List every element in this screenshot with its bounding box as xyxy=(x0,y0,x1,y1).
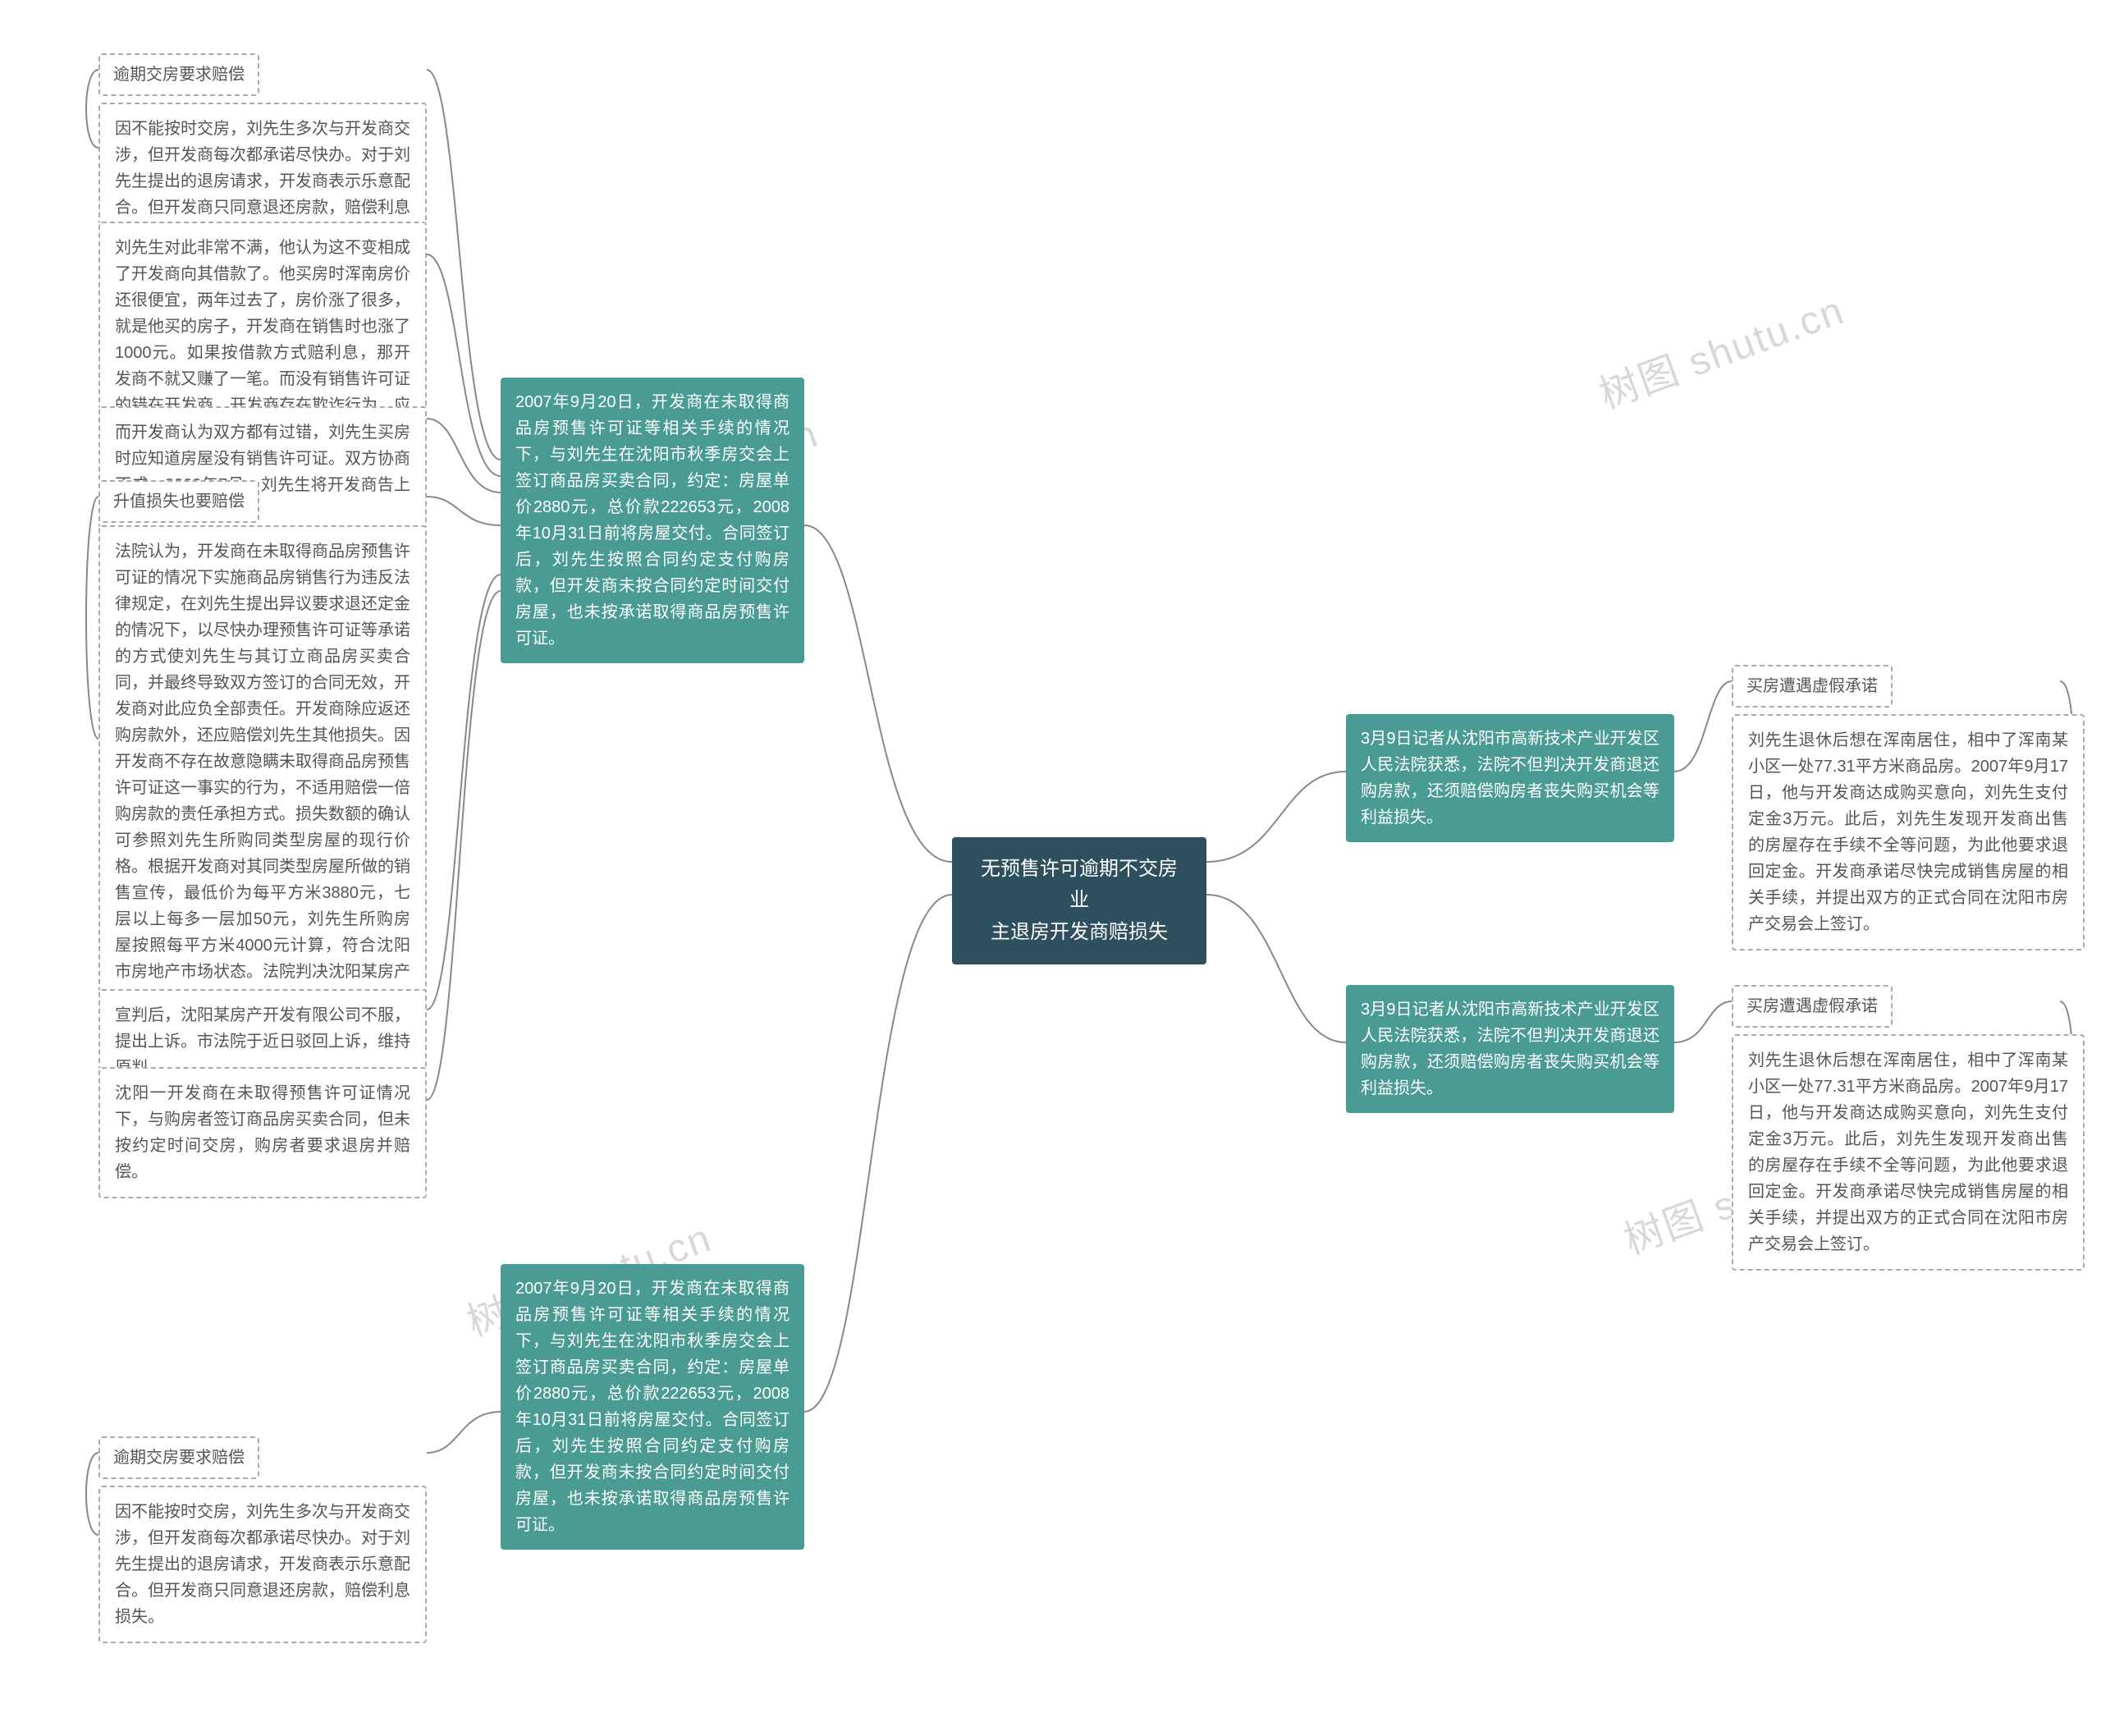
leaf-title-r2: 买房遭遇虚假承诺 xyxy=(1732,985,1893,1028)
branch-left-1: 2007年9月20日，开发商在未取得商品房预售许可证等相关手续的情况下，与刘先生… xyxy=(501,378,804,663)
leaf-body-l1-3: 法院认为，开发商在未取得商品房预售许可证的情况下实施商品房销售行为违反法律规定，… xyxy=(98,525,427,1051)
leaf-body-l2-0: 因不能按时交房，刘先生多次与开发商交涉，但开发商每次都承诺尽快办。对于刘先生提出… xyxy=(98,1486,427,1643)
branch-right-1: 3月9日记者从沈阳市高新技术产业开发区人民法院获悉，法院不但判决开发商退还购房款… xyxy=(1346,714,1674,842)
root-line1: 无预售许可逾期不交房 业 xyxy=(972,854,1187,917)
mindmap-root: 无预售许可逾期不交房 业 主退房开发商赔损失 xyxy=(952,837,1206,964)
leaf-body-l1-5: 沈阳一开发商在未取得预售许可证情况下，与购房者签订商品房买卖合同，但未按约定时间… xyxy=(98,1067,427,1198)
leaf-body-r2: 刘先生退休后想在浑南居住，相中了浑南某小区一处77.31平方米商品房。2007年… xyxy=(1732,1034,2085,1271)
root-line2: 主退房开发商赔损失 xyxy=(972,917,1187,948)
branch-left-2: 2007年9月20日，开发商在未取得商品房预售许可证等相关手续的情况下，与刘先生… xyxy=(501,1264,804,1550)
leaf-title-l1-3: 升值损失也要赔偿 xyxy=(98,480,259,523)
leaf-body-r1: 刘先生退休后想在浑南居住，相中了浑南某小区一处77.31平方米商品房。2007年… xyxy=(1732,714,2085,950)
leaf-title-r1: 买房遭遇虚假承诺 xyxy=(1732,665,1893,708)
leaf-title-l1-0: 逾期交房要求赔偿 xyxy=(98,53,259,96)
leaf-title-l2-0: 逾期交房要求赔偿 xyxy=(98,1436,259,1479)
branch-right-2: 3月9日记者从沈阳市高新技术产业开发区人民法院获悉，法院不但判决开发商退还购房款… xyxy=(1346,985,1674,1113)
watermark: 树图 shutu.cn xyxy=(1590,278,1851,420)
